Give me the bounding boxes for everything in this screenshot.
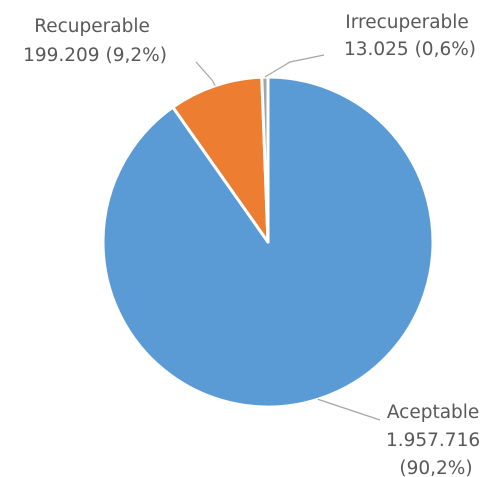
label-aceptable-value: 1.957.716 xyxy=(386,430,480,451)
label-aceptable: Aceptable 1.957.716 (90,2%) xyxy=(386,402,486,477)
leader-line-recuperable xyxy=(195,61,216,86)
label-recuperable: Recuperable 199.209 (9,2%) xyxy=(23,16,167,66)
label-recuperable-name: Recuperable xyxy=(34,16,150,37)
label-irrecuperable: Irrecuperable 13.025 (0,6%) xyxy=(344,12,476,60)
pie-slices xyxy=(101,75,435,409)
label-irrecuperable-name: Irrecuperable xyxy=(345,12,469,33)
pie-slice-recuperable xyxy=(171,75,270,244)
leader-line-irrecuperable xyxy=(264,54,325,78)
leader-lines xyxy=(195,54,381,421)
leader-line-aceptable xyxy=(317,398,381,421)
label-aceptable-name: Aceptable xyxy=(387,402,479,423)
label-recuperable-value: 199.209 (9,2%) xyxy=(23,45,167,66)
label-aceptable-percent: (90,2%) xyxy=(399,458,472,477)
label-irrecuperable-value: 13.025 (0,6%) xyxy=(344,39,476,60)
